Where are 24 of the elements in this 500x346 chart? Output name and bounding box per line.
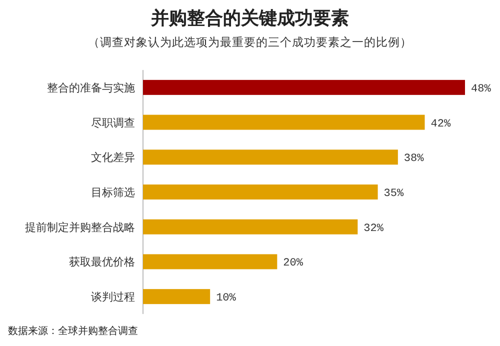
bar (143, 289, 210, 304)
y-tick-label: 谈判过程 (91, 290, 135, 304)
bar (143, 114, 425, 130)
y-tick-label: 尽职调查 (91, 116, 135, 130)
bar (143, 219, 358, 234)
data-label: 32% (364, 222, 384, 235)
bar (143, 254, 278, 270)
data-label: 38% (404, 153, 424, 166)
y-tick-label: 目标筛选 (91, 186, 135, 199)
source-note: 数据来源：全球并购整合调查 (8, 325, 138, 337)
bar (143, 184, 378, 200)
data-label: 35% (384, 188, 404, 200)
data-label: 42% (430, 118, 451, 130)
data-label: 48% (471, 83, 492, 96)
y-tick-label: 整合的准备与实施 (47, 81, 135, 94)
chart-subtitle: （调查对象认为此选项为最重要的三个成功要素之一的比例） (88, 35, 412, 49)
data-label: 10% (216, 292, 236, 305)
y-tick-label: 获取最优价格 (69, 256, 135, 269)
chart-title: 并购整合的关键成功要素 (150, 8, 349, 29)
bar (143, 150, 398, 165)
data-label: 20% (283, 258, 304, 270)
y-tick-label: 文化差异 (91, 151, 135, 164)
bar (143, 80, 465, 95)
y-tick-label: 提前制定并购整合战略 (25, 220, 135, 234)
